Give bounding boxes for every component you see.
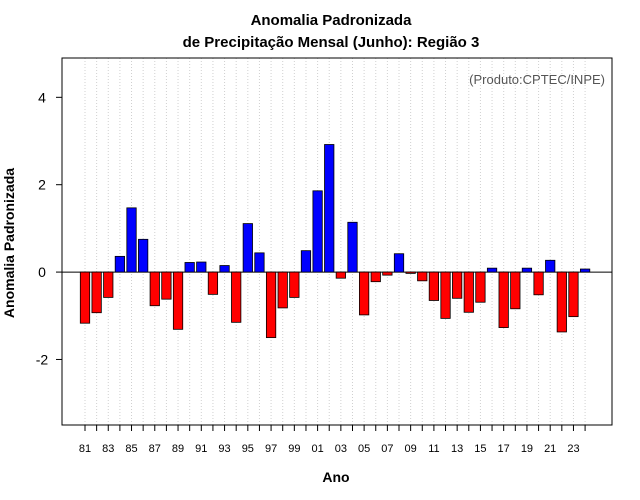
bar-10 <box>417 271 428 282</box>
bar-85 <box>126 207 137 273</box>
x-tick-label: 01 <box>311 443 323 455</box>
grid <box>84 58 586 425</box>
bar-20 <box>533 271 544 296</box>
x-tick-label: 81 <box>79 443 91 455</box>
plot-frame <box>61 57 613 426</box>
y-tick-label: 0 <box>38 264 46 280</box>
x-tick-label: 03 <box>335 443 347 455</box>
bar-23 <box>568 271 579 318</box>
bar-97 <box>265 271 277 339</box>
x-tick-label: 13 <box>451 443 463 455</box>
x-tick-label: 11 <box>428 443 439 455</box>
y-tick-label: 2 <box>38 177 46 193</box>
bar-03 <box>335 271 346 279</box>
bar-13 <box>452 271 463 299</box>
bar-84 <box>114 255 125 273</box>
bar-95 <box>242 223 253 273</box>
bar-98 <box>277 271 288 309</box>
x-tick-label: 83 <box>102 443 114 455</box>
x-axis: 81 83 85 87 89 91 93 95 97 99 01 03 05 07 09 11 13 15 17 19… <box>79 425 586 455</box>
x-tick-label: 85 <box>125 443 137 455</box>
bar-21 <box>545 259 556 273</box>
x-tick-label: 05 <box>358 443 370 455</box>
x-tick-label: 93 <box>218 443 230 455</box>
x-tick-label: 99 <box>288 443 300 455</box>
bar-05 <box>359 271 370 316</box>
x-tick-label: 91 <box>195 443 207 455</box>
chart-subtitle: de Precipitação Mensal (Junho): Região 3 <box>183 34 480 51</box>
source-label: (Produto:CPTEC/INPE) <box>469 72 605 87</box>
x-tick-label: 07 <box>381 443 393 455</box>
bar-12 <box>440 271 451 319</box>
bar-15 <box>475 271 486 303</box>
x-tick-label: 95 <box>242 443 254 455</box>
bar-22 <box>556 271 567 333</box>
bar-11 <box>428 271 440 301</box>
bars <box>79 144 591 339</box>
bar-06 <box>370 271 381 283</box>
bar-87 <box>149 271 160 307</box>
bar-81 <box>79 271 91 324</box>
x-tick-label: 87 <box>149 443 161 455</box>
bar-01 <box>312 190 323 273</box>
bar-09 <box>405 271 416 274</box>
x-tick-label: 19 <box>521 443 533 455</box>
bar-88 <box>161 271 172 300</box>
x-axis-title: Ano <box>322 469 349 485</box>
x-tick-label: 89 <box>172 443 184 455</box>
bar-19 <box>521 267 533 273</box>
y-axis-title: Anomalia Padronizada <box>1 168 17 318</box>
bar-91 <box>196 261 207 273</box>
x-tick-label: 21 <box>544 443 556 455</box>
bar-02 <box>324 144 335 273</box>
bar-14 <box>463 271 474 313</box>
bar-86 <box>138 238 149 273</box>
bar-92 <box>207 271 219 295</box>
bar-00 <box>300 250 312 273</box>
x-tick-label: 23 <box>567 443 579 455</box>
x-tick-label: 15 <box>474 443 486 455</box>
bar-96 <box>254 252 265 273</box>
bar-99 <box>289 271 300 298</box>
bar-89 <box>172 271 184 330</box>
bar-90 <box>184 262 195 273</box>
x-tick-label: 09 <box>405 443 417 455</box>
bar-08 <box>393 253 405 273</box>
bar-17 <box>498 271 509 328</box>
bar-16 <box>486 267 498 273</box>
bar-07 <box>382 271 393 276</box>
bar-93 <box>219 265 230 273</box>
bar-82 <box>91 271 102 314</box>
bar-18 <box>510 271 521 310</box>
chart-title: Anomalia Padronizada <box>251 12 413 29</box>
y-tick-label: 4 <box>38 89 46 105</box>
bar-24 <box>579 268 591 273</box>
bar-04 <box>347 221 358 273</box>
y-axis: -2 0 2 4 <box>36 89 62 367</box>
x-tick-label: 17 <box>498 443 510 455</box>
x-tick-label: 97 <box>265 443 277 455</box>
bar-83 <box>103 271 114 298</box>
bar-94 <box>231 271 242 323</box>
y-tick-label: -2 <box>36 351 49 367</box>
